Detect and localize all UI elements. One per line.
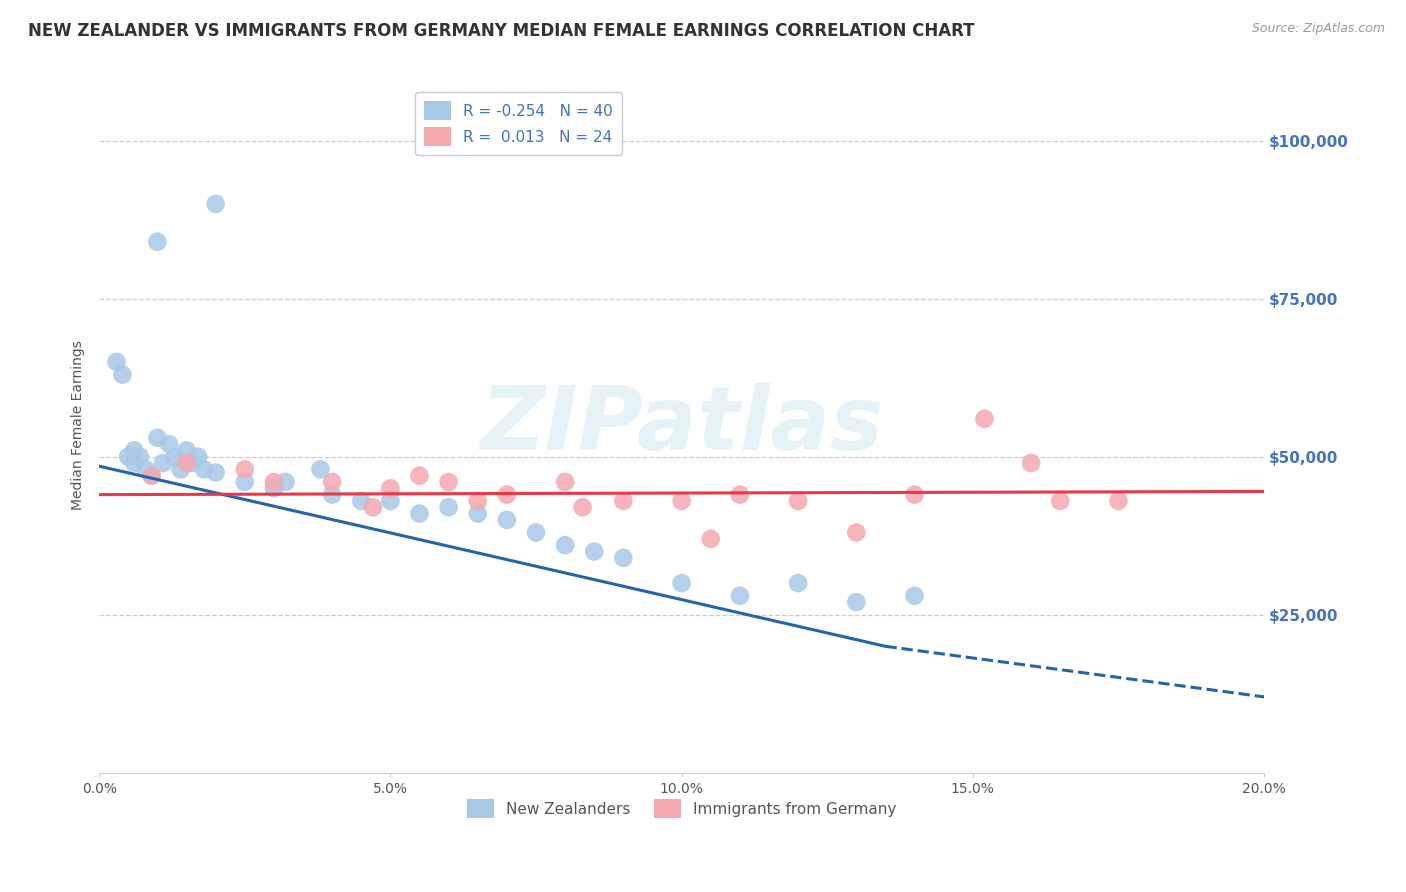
Point [122, 456, 145, 470]
Point [787, 576, 810, 591]
Point [728, 589, 751, 603]
Point [204, 197, 226, 211]
Point [204, 466, 226, 480]
Point [845, 525, 868, 540]
Point [380, 494, 402, 508]
Point [1107, 494, 1129, 508]
Point [321, 488, 343, 502]
Point [176, 456, 198, 470]
Point [350, 494, 373, 508]
Point [176, 443, 198, 458]
Point [467, 507, 489, 521]
Point [141, 468, 163, 483]
Point [129, 450, 152, 464]
Point [496, 513, 519, 527]
Point [309, 462, 332, 476]
Point [187, 450, 209, 464]
Point [1019, 456, 1042, 470]
Point [170, 462, 193, 476]
Point [233, 462, 256, 476]
Point [146, 235, 169, 249]
Point [152, 456, 174, 470]
Point [973, 411, 995, 425]
Point [1049, 494, 1071, 508]
Point [111, 368, 134, 382]
Point [122, 443, 145, 458]
Point [496, 488, 519, 502]
Point [728, 488, 751, 502]
Point [524, 525, 547, 540]
Point [571, 500, 593, 515]
Text: ZIPatlas: ZIPatlas [479, 382, 883, 468]
Legend: New Zealanders, Immigrants from Germany: New Zealanders, Immigrants from Germany [460, 793, 903, 824]
Point [903, 488, 925, 502]
Text: Source: ZipAtlas.com: Source: ZipAtlas.com [1251, 22, 1385, 36]
Point [117, 450, 139, 464]
Point [181, 456, 204, 470]
Point [163, 450, 186, 464]
Point [554, 538, 576, 552]
Point [263, 481, 285, 495]
Y-axis label: Median Female Earnings: Median Female Earnings [72, 340, 86, 510]
Point [671, 494, 693, 508]
Point [437, 475, 460, 489]
Point [408, 468, 430, 483]
Point [845, 595, 868, 609]
Point [467, 494, 489, 508]
Point [699, 532, 721, 546]
Point [105, 355, 128, 369]
Point [437, 500, 460, 515]
Point [612, 494, 634, 508]
Point [903, 589, 925, 603]
Point [583, 544, 606, 558]
Point [321, 475, 343, 489]
Point [157, 437, 180, 451]
Point [141, 468, 163, 483]
Point [408, 507, 430, 521]
Point [361, 500, 384, 515]
Point [274, 475, 297, 489]
Point [135, 462, 157, 476]
Point [263, 475, 285, 489]
Text: NEW ZEALANDER VS IMMIGRANTS FROM GERMANY MEDIAN FEMALE EARNINGS CORRELATION CHAR: NEW ZEALANDER VS IMMIGRANTS FROM GERMANY… [28, 22, 974, 40]
Point [554, 475, 576, 489]
Point [380, 481, 402, 495]
Point [671, 576, 693, 591]
Point [787, 494, 810, 508]
Point [146, 431, 169, 445]
Point [612, 550, 634, 565]
Point [193, 462, 215, 476]
Point [233, 475, 256, 489]
